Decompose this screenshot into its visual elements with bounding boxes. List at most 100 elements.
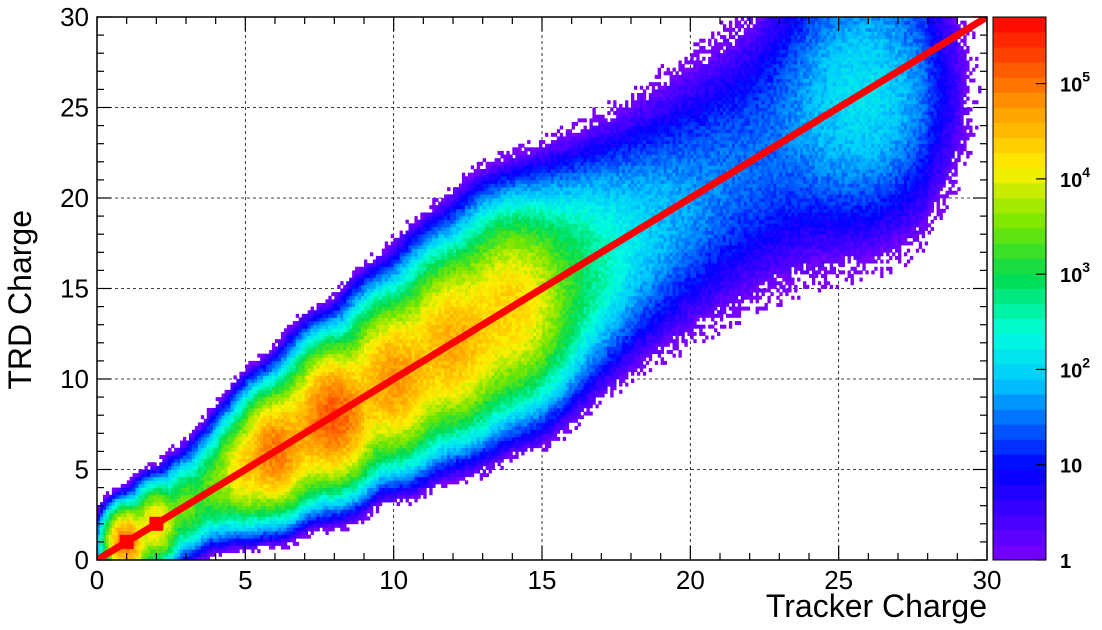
heatmap-cell [108,556,113,560]
heatmap-cell [343,433,347,438]
heatmap-cell [286,353,291,358]
heatmap-cell [313,386,317,391]
heatmap-cell [304,487,308,492]
heatmap-cell [227,444,231,449]
heatmap-cell [117,502,122,507]
heatmap-cell [390,426,395,431]
heatmap-cell [227,541,231,546]
heatmap-cell [328,426,332,431]
heatmap-cell [200,476,205,481]
heatmap-cell [310,512,314,517]
heatmap-cell [233,393,237,398]
heatmap-cell [233,462,237,467]
heatmap-cell [343,451,347,456]
heatmap-cell [396,248,400,253]
heatmap-cell [387,407,392,412]
heatmap-cell [328,407,332,412]
heatmap-cell [343,324,347,329]
heatmap-cell [269,473,273,478]
heatmap-cell [236,440,240,445]
heatmap-cell [171,545,175,550]
heatmap-cell [331,350,335,355]
heatmap-cell [224,523,228,528]
heatmap-cell [361,389,365,394]
heatmap-cell [263,397,267,402]
heatmap-cell [328,400,332,405]
heatmap-cell [230,462,234,467]
heatmap-cell [218,520,222,525]
heatmap-cell [197,476,202,481]
heatmap-cell [334,447,338,452]
heatmap-cell [257,433,261,438]
heatmap-cell [361,382,365,387]
heatmap-cell [349,350,353,355]
heatmap-cell [141,556,145,560]
heatmap-cell [242,400,246,405]
heatmap-cell [203,422,208,427]
heatmap-cell [319,364,323,369]
heatmap-cell [319,375,323,380]
heatmap-cell [269,541,273,546]
heatmap-cell [206,523,211,528]
heatmap-cell [319,433,323,438]
heatmap-cell [138,545,142,550]
heatmap-cell [147,487,151,492]
heatmap-cell [298,382,303,387]
heatmap-cell [387,353,392,358]
heatmap-cell [165,491,169,496]
heatmap-cell [177,455,181,459]
heatmap-cell [343,379,347,383]
heatmap-cell [340,360,344,365]
heatmap-cell [280,375,285,380]
heatmap-cell [346,429,350,434]
heatmap-cell [381,494,386,499]
heatmap-cell [369,455,374,459]
heatmap-cell [251,364,255,369]
heatmap-cell [340,328,344,333]
heatmap-cell [156,531,160,536]
heatmap-cell [263,368,267,373]
heatmap-cell [387,299,392,304]
heatmap-cell [366,360,371,365]
heatmap-cell [257,512,261,517]
heatmap-cell [236,523,240,528]
heatmap-cell [212,520,217,525]
heatmap-cell [292,516,297,521]
heatmap-cell [111,534,116,539]
heatmap-cell [289,426,294,431]
heatmap-cell [393,418,397,423]
heatmap-cell [156,509,160,514]
heatmap-cell [114,491,119,496]
heatmap-cell [346,418,350,423]
heatmap-cell [387,288,392,293]
heatmap-cell [322,512,326,517]
heatmap-cell [313,502,317,507]
heatmap-cell [375,292,380,297]
heatmap-cell [304,331,308,336]
heatmap-cell [227,422,231,427]
heatmap-cell [334,491,338,496]
heatmap-cell [393,364,397,369]
heatmap-cell [260,447,264,452]
heatmap-cell [218,397,222,402]
heatmap-cell [295,342,300,347]
heatmap-cell [224,473,228,478]
heatmap-cell [387,400,392,405]
heatmap-cell [283,357,288,362]
heatmap-cell [328,458,332,463]
heatmap-cell [340,520,344,525]
heatmap-cell [399,252,403,257]
heatmap-cell [129,531,133,536]
heatmap-cell [310,436,314,441]
heatmap-cell [316,353,320,358]
heatmap-cell [396,436,400,441]
heatmap-cell [387,317,392,322]
heatmap-cell [325,360,329,365]
heatmap-cell [313,371,317,376]
heatmap-cell [180,473,184,478]
heatmap-cell [292,364,297,369]
heatmap-cell [224,483,228,488]
heatmap-cell [221,444,225,449]
heatmap-cell [277,509,282,514]
heatmap-cell [375,483,380,488]
